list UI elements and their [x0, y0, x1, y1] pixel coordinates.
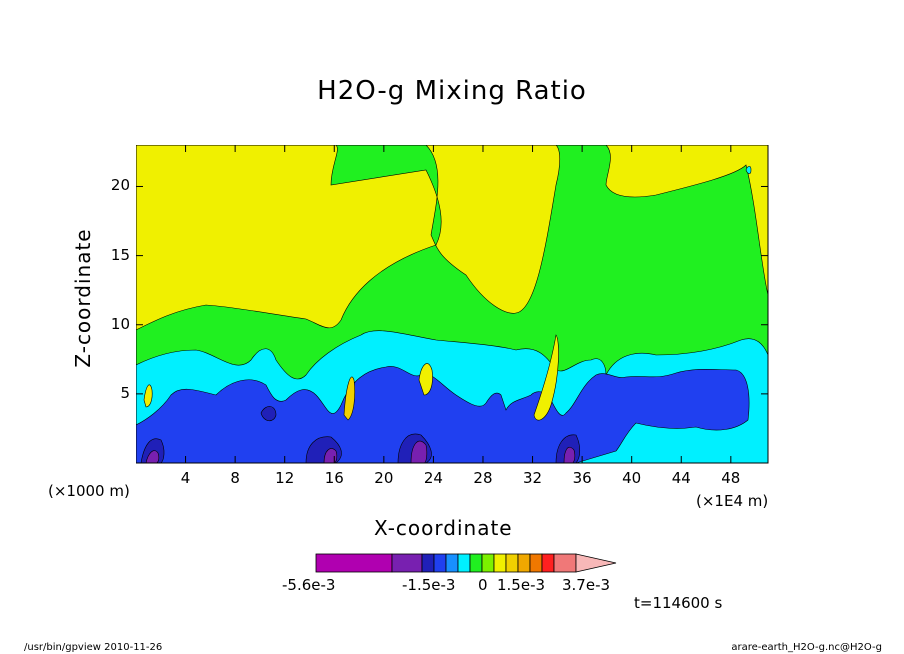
colorbar-swatch [553, 553, 577, 573]
x-tick-label: 28 [473, 469, 493, 487]
x-tick-label: 32 [523, 469, 543, 487]
colorbar-swatch [541, 553, 555, 573]
colorbar-label-zero: 0 [478, 576, 488, 594]
colorbar-swatch [433, 553, 447, 573]
fill-yellow-lens-1 [418, 363, 433, 396]
colorbar-swatch [445, 553, 459, 573]
y-tick-label: 5 [120, 383, 130, 402]
contour-fills [136, 145, 769, 464]
colorbar-swatch [529, 553, 543, 573]
x-tick-label: 4 [180, 469, 191, 487]
x-tick-label: 36 [572, 469, 592, 487]
x-tick-label: 16 [324, 469, 344, 487]
colorbar-swatch [517, 553, 531, 573]
colorbar-swatch [505, 553, 519, 573]
y-tick-marks [136, 185, 768, 395]
colorbar [315, 553, 617, 573]
y-axis-label: Z-coordinate [71, 228, 95, 368]
x-tick-marks [185, 145, 732, 463]
x-tick-label: 8 [230, 469, 240, 487]
colorbar-label-min: -5.6e-3 [282, 576, 336, 594]
colorbar-swatch [493, 553, 507, 573]
fill-cyan-dot [745, 165, 752, 175]
colorbar-label-neg: -1.5e-3 [402, 576, 456, 594]
time-label: t=114600 s [634, 594, 723, 612]
contour-plot [136, 145, 769, 464]
fill-yellow-lens-2 [533, 334, 559, 421]
y-tick-label: 15 [110, 245, 130, 264]
fill-purple-2 [323, 448, 338, 464]
x-unit-label: (×1E4 m) [696, 492, 769, 510]
fill-navy-2 [260, 406, 277, 422]
x-tick-label: 48 [721, 469, 741, 487]
x-tick-label: 44 [671, 469, 691, 487]
x-tick-label: 12 [275, 469, 295, 487]
y-tick-label: 20 [110, 176, 130, 195]
fill-purple-3 [410, 440, 428, 464]
y-tick-label: 10 [110, 314, 130, 333]
x-tick-label: 24 [423, 469, 443, 487]
colorbar-swatch [315, 553, 393, 573]
colorbar-swatch [391, 553, 423, 573]
footer-left: /usr/bin/gpview 2010-11-26 [24, 642, 163, 653]
fill-yellow-lens-3 [143, 384, 153, 408]
x-axis-label: X-coordinate [374, 516, 513, 540]
colorbar-swatch [469, 553, 483, 573]
fill-orange-strip [343, 376, 356, 421]
plot-frame [136, 145, 769, 464]
footer-right: arare-earth_H2O-g.nc@H2O-g [731, 642, 882, 653]
fill-purple-4 [563, 446, 576, 464]
colorbar-swatch [421, 553, 435, 573]
colorbar-label-pos: 1.5e-3 [497, 576, 546, 594]
colorbar-swatch [481, 553, 495, 573]
x-tick-label: 20 [374, 469, 394, 487]
x-tick-label: 40 [622, 469, 642, 487]
fill-blue [136, 366, 750, 464]
colorbar-swatch [457, 553, 471, 573]
colorbar-overflow-triangle [575, 553, 617, 573]
colorbar-label-max: 3.7e-3 [562, 576, 611, 594]
chart-title: H2O-g Mixing Ratio [317, 76, 587, 106]
y-unit-label: (×1000 m) [48, 482, 130, 500]
